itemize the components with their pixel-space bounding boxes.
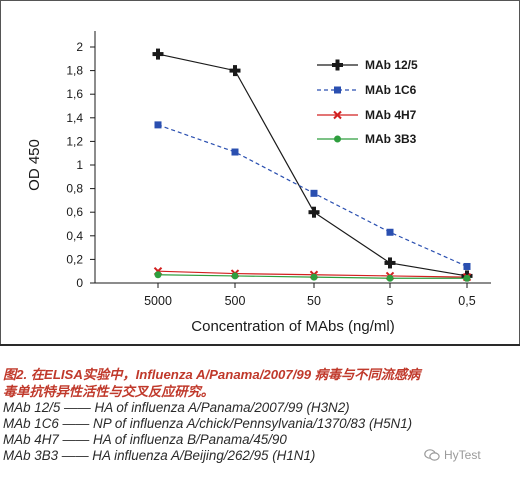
caption-title-line-1: 图2. 在ELISA实验中，Influenza A/Panama/2007/99… — [3, 367, 421, 382]
x-tick-label: 500 — [225, 294, 246, 308]
legend-marker — [334, 135, 341, 143]
data-point-mab-1c6 — [231, 148, 239, 156]
legend-item-mab-12-5: MAb 12/5 — [317, 58, 418, 72]
legend-item-mab-4h7: MAb 4H7 — [317, 108, 417, 122]
data-point-mab-3b3 — [386, 274, 394, 282]
legend-label: MAb 12/5 — [365, 58, 418, 72]
data-point-mab-12-5 — [308, 206, 320, 218]
data-point-mab-12-5 — [229, 65, 241, 77]
y-tick-label: 1,8 — [66, 64, 83, 78]
data-point-mab-12-5 — [152, 48, 164, 60]
y-tick-label: 0 — [76, 276, 83, 290]
data-point-mab-3b3 — [231, 272, 239, 280]
caption-line-mab-12-5: MAb 12/5 —— HA of influenza A/Panama/200… — [3, 400, 350, 415]
x-tick-label: 0,5 — [458, 294, 475, 308]
data-point-mab-3b3 — [463, 274, 471, 282]
data-point-mab-3b3 — [154, 271, 162, 279]
x-tick-label: 5 — [387, 294, 394, 308]
data-point-mab-1c6 — [463, 262, 471, 270]
legend-label: MAb 3B3 — [365, 132, 417, 146]
legend-item-mab-1c6: MAb 1C6 — [317, 83, 417, 97]
caption-line-mab-1c6: MAb 1C6 —— NP of influenza A/chick/Penns… — [3, 416, 413, 431]
y-tick-label: 1 — [76, 158, 83, 172]
line-chart: 0 0,2 0,4 0,6 0,8 1 1,2 1,4 1,6 1,8 2 5000 500 50 5 0,5… — [26, 31, 491, 335]
y-tick-label: 0,8 — [66, 182, 83, 196]
legend-marker — [334, 86, 341, 94]
data-point-mab-1c6 — [310, 189, 318, 197]
x-tick-label: 5000 — [144, 294, 172, 308]
chart-panel: 0 0,2 0,4 0,6 0,8 1 1,2 1,4 1,6 1,8 2 5000 500 50 5 0,5… — [0, 0, 520, 345]
caption-title-line-2: 毒单抗特异性活性与交叉反应研究。 — [3, 384, 214, 399]
watermark: HyTest — [424, 448, 481, 462]
y-tick-label: 1,6 — [66, 87, 83, 101]
y-tick-label: 0,4 — [66, 229, 83, 243]
caption-line-mab-3b3: MAb 3B3 —— HA influenza A/Beijing/262/95… — [3, 448, 316, 463]
data-point-mab-1c6 — [386, 228, 394, 236]
data-point-mab-3b3 — [310, 273, 318, 281]
legend-marker — [332, 59, 343, 71]
legend-marker — [333, 110, 342, 120]
y-tick-label: 0,2 — [66, 252, 83, 266]
y-tick-label: 0,6 — [66, 205, 83, 219]
watermark-text: HyTest — [444, 448, 481, 462]
legend-item-mab-3b3: MAb 3B3 — [317, 132, 417, 146]
y-tick-label: 1,4 — [66, 111, 83, 125]
data-point-mab-12-5 — [384, 257, 396, 269]
legend-label: MAb 4H7 — [365, 108, 417, 122]
wechat-icon — [424, 449, 440, 461]
separator-line — [0, 344, 520, 346]
y-tick-label: 2 — [76, 40, 83, 54]
y-tick-label: 1,2 — [66, 134, 83, 148]
data-point-mab-1c6 — [154, 121, 162, 129]
y-axis-title: OD 450 — [26, 139, 43, 191]
caption-line-mab-4h7: MAb 4H7 —— HA of influenza B/Panama/45/9… — [3, 432, 287, 447]
figure-caption: 图2. 在ELISA实验中，Influenza A/Panama/2007/99… — [3, 366, 518, 464]
legend-label: MAb 1C6 — [365, 83, 417, 97]
x-axis-title: Concentration of MAbs (ng/ml) — [191, 318, 394, 335]
series-line-mab-12-5 — [157, 53, 468, 277]
x-tick-label: 50 — [307, 294, 321, 308]
